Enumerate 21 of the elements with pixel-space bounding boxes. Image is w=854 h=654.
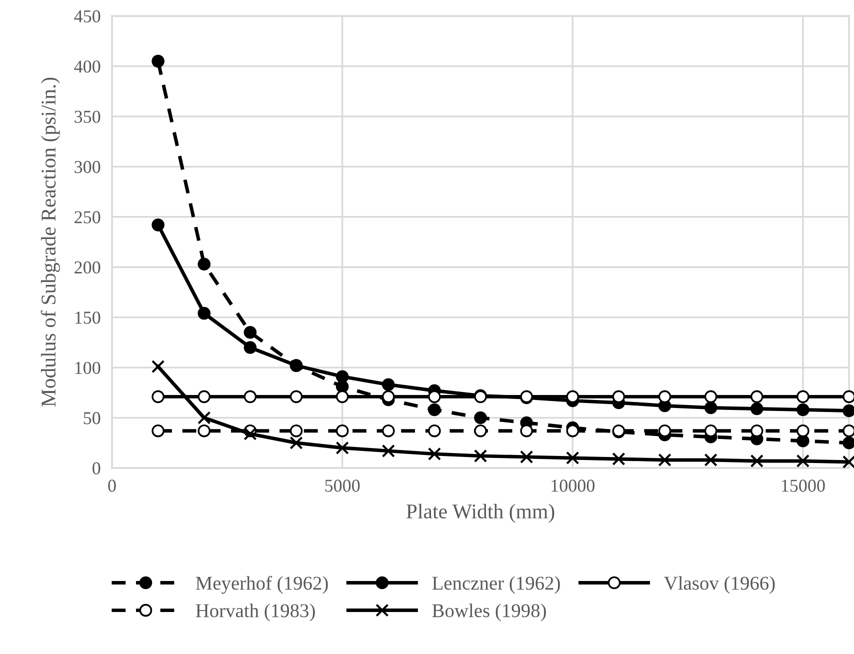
legend-label: Vlasov (1966) (664, 576, 775, 594)
y-axis-title: Modulus of Subgrade Reaction (psi/in.) (40, 78, 60, 407)
y-tick-label: 50 (84, 412, 100, 424)
legend-label: Horvath (1983) (196, 604, 315, 622)
legend-label: Bowles (1998) (432, 604, 546, 622)
x-tick-label: 0 (108, 480, 116, 492)
x-tick-label: 15000 (782, 480, 825, 492)
y-tick-label: 150 (75, 312, 100, 324)
y-tick-label: 250 (74, 211, 100, 224)
y-tick-label: 350 (74, 110, 100, 123)
y-tick-label: 400 (74, 60, 100, 73)
y-tick-label: 200 (74, 261, 100, 274)
legend-label: Lenczner (1962) (432, 576, 560, 594)
y-tick-label: 0 (92, 462, 100, 474)
x-tick-label: 10000 (552, 480, 595, 492)
legend-label: Meyerhof (1962) (196, 576, 328, 594)
y-tick-label: 300 (74, 160, 100, 174)
x-axis-title: Plate Width (mm) (406, 504, 554, 523)
y-tick-label: 100 (75, 362, 100, 374)
x-tick-label: 5000 (325, 480, 360, 492)
y-tick-label: 450 (74, 10, 100, 22)
